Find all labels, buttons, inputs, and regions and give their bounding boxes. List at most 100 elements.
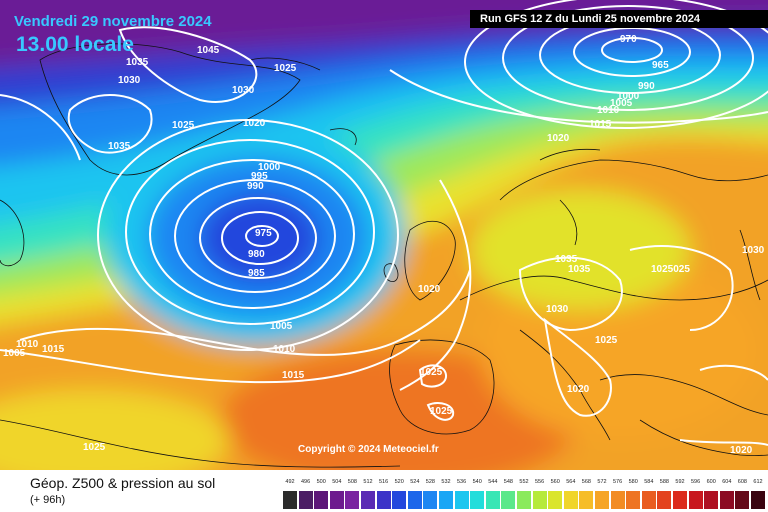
scale-label: 592 <box>675 479 685 485</box>
isobar-label: 1030 <box>118 75 141 86</box>
copyright: Copyright © 2024 Meteociel.fr <box>298 444 439 455</box>
isobar-label: 1030 <box>742 245 765 256</box>
scale-swatch <box>517 491 531 509</box>
isobar-label: 1010 <box>597 105 620 116</box>
isobar-label: 985 <box>248 268 265 279</box>
isobar-label: 995 <box>251 171 268 182</box>
valid-date: Vendredi 29 novembre 2024 <box>14 13 212 30</box>
scale-label: 600 <box>706 479 716 485</box>
isobar-label: 1015 <box>42 344 65 355</box>
isobar-label: 1000 <box>617 91 640 102</box>
run-info: Run GFS 12 Z du Lundi 25 novembre 2024 <box>470 10 768 28</box>
scale-label: 524 <box>410 479 420 485</box>
isobar-label: 1005 <box>270 321 293 332</box>
scale-label: 580 <box>628 479 638 485</box>
isobar-label: 1020 <box>418 284 441 295</box>
scale-swatch <box>423 491 438 509</box>
scale-label: 564 <box>566 479 576 485</box>
scale-label: 560 <box>550 479 560 485</box>
scale-label: 548 <box>503 479 513 485</box>
scale-label: 588 <box>659 479 669 485</box>
scale-label: 552 <box>519 479 529 485</box>
isobar-label: 1020 <box>730 445 753 456</box>
isobar-label: 1025 <box>430 406 453 417</box>
scale-swatch <box>392 491 407 509</box>
scale-swatch <box>470 491 485 509</box>
scale-swatch <box>345 491 360 509</box>
scale-label: 604 <box>722 479 732 485</box>
isobar-label: 1005 <box>610 98 633 109</box>
scale-label: 576 <box>613 479 623 485</box>
isobar-label: 1020 <box>547 133 570 144</box>
scale-swatch <box>532 491 547 509</box>
isobar-label: 980 <box>248 249 265 260</box>
isobar-label: 975 <box>255 228 272 239</box>
isobar-label: 1020 <box>567 384 590 395</box>
isobar-label: 1010 <box>16 339 39 350</box>
scale-swatch <box>439 491 453 509</box>
isobar-label: 1020 <box>243 118 266 129</box>
scale-swatch <box>298 491 313 509</box>
isobar-label: 1015 <box>589 119 612 130</box>
scale-swatch <box>704 491 719 509</box>
scale-label: 540 <box>472 479 482 485</box>
scale-swatch <box>329 491 344 509</box>
coastlines <box>0 43 768 468</box>
scale-swatch <box>283 491 297 509</box>
scale-label: 596 <box>691 479 701 485</box>
lead-time: (+ 96h) <box>30 494 66 506</box>
scale-swatch <box>501 491 516 509</box>
isobar-label: 1015 <box>282 370 305 381</box>
scale-swatch <box>563 491 578 509</box>
isobar-label: 990 <box>638 81 655 92</box>
isobar-label: 1000 <box>258 162 281 173</box>
isobars <box>0 0 768 445</box>
isobar-label: 1005 <box>3 348 26 359</box>
isobar-label: 1025 <box>274 63 297 74</box>
geopotential-field <box>0 0 768 470</box>
scale-label: 612 <box>753 479 763 485</box>
weather-map: 1045 1035 1030 1030 1025 1025 1020 1035 … <box>0 0 768 470</box>
isobar-label: 1045 <box>197 45 220 56</box>
scale-label: 520 <box>394 479 404 485</box>
isobar-label: 1025 <box>172 120 195 131</box>
scale-label: 556 <box>535 479 545 485</box>
isobar-label: 1025 <box>595 335 618 346</box>
scale-swatch <box>548 491 563 509</box>
scale-swatch <box>595 491 609 509</box>
scale-label: 572 <box>597 479 607 485</box>
isobar-label: 965 <box>652 60 669 71</box>
isobar-label: 990 <box>247 181 264 192</box>
scale-swatch <box>407 491 422 509</box>
scale-swatch <box>688 491 703 509</box>
scale-label: 504 <box>332 479 342 485</box>
scale-label: 608 <box>737 479 747 485</box>
isobar-label: 1025 <box>83 442 106 453</box>
isobar-label: 1035 <box>555 254 578 265</box>
isobar-label: 1035 <box>568 264 591 275</box>
scale-label: 516 <box>379 479 389 485</box>
scale-swatch <box>751 491 765 509</box>
isobar-label: 1030 <box>232 85 255 96</box>
scale-swatch <box>657 491 672 509</box>
scale-swatch <box>735 491 750 509</box>
scale-label: 532 <box>441 479 451 485</box>
scale-swatch <box>361 491 375 509</box>
isobar-labels: 1045 1035 1030 1030 1025 1025 1020 1035 … <box>3 34 765 456</box>
product-title: Géop. Z500 & pression au sol <box>30 475 216 491</box>
scale-swatch <box>719 491 734 509</box>
isobar-label: 1030 <box>546 304 569 315</box>
isobar-label: 1025025 <box>651 264 690 275</box>
isobar-label: 1035 <box>108 141 131 152</box>
scale-label: 536 <box>457 479 467 485</box>
scale-label: 584 <box>644 479 654 485</box>
scale-label: 508 <box>347 479 357 485</box>
scale-swatch <box>454 491 469 509</box>
scale-label: 492 <box>285 479 295 485</box>
valid-time: 13.00 locale <box>16 33 134 56</box>
scale-swatch <box>673 491 687 509</box>
scale-swatch <box>626 491 641 509</box>
scale-label: 496 <box>301 479 311 485</box>
scale-swatch <box>579 491 594 509</box>
